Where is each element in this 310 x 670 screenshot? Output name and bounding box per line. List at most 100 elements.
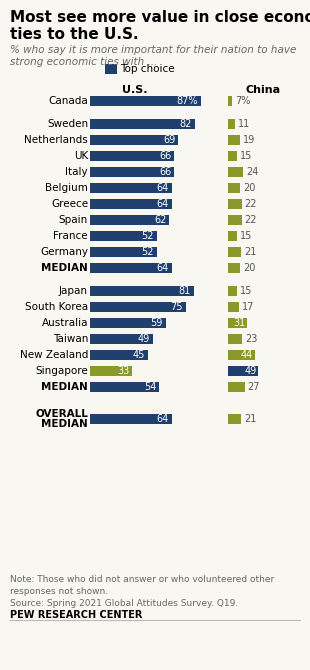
FancyBboxPatch shape	[90, 263, 172, 273]
Text: UK: UK	[74, 151, 88, 161]
FancyBboxPatch shape	[228, 151, 237, 161]
Text: MEDIAN: MEDIAN	[41, 263, 88, 273]
FancyBboxPatch shape	[90, 231, 157, 241]
Text: 20: 20	[243, 183, 256, 193]
Text: 44: 44	[241, 350, 253, 360]
Text: 75: 75	[170, 302, 183, 312]
Text: 22: 22	[245, 215, 257, 225]
Text: 87%: 87%	[177, 96, 198, 106]
FancyBboxPatch shape	[90, 286, 194, 296]
FancyBboxPatch shape	[228, 350, 255, 360]
FancyBboxPatch shape	[228, 135, 240, 145]
Text: Most see more value in close economic
ties to the U.S.: Most see more value in close economic ti…	[10, 10, 310, 42]
Text: 23: 23	[245, 334, 258, 344]
Text: 52: 52	[141, 231, 153, 241]
FancyBboxPatch shape	[90, 167, 175, 177]
Text: % who say it is more important for their nation to have
strong economic ties wit: % who say it is more important for their…	[10, 45, 296, 68]
Text: Spain: Spain	[59, 215, 88, 225]
Text: 52: 52	[141, 247, 153, 257]
Text: 82: 82	[179, 119, 192, 129]
Text: Italy: Italy	[65, 167, 88, 177]
Text: 21: 21	[244, 414, 256, 424]
Text: Belgium: Belgium	[45, 183, 88, 193]
Text: Greece: Greece	[51, 199, 88, 209]
FancyBboxPatch shape	[90, 318, 166, 328]
FancyBboxPatch shape	[105, 64, 117, 74]
Text: 19: 19	[243, 135, 255, 145]
FancyBboxPatch shape	[228, 231, 237, 241]
FancyBboxPatch shape	[90, 350, 148, 360]
FancyBboxPatch shape	[90, 215, 169, 225]
Text: Canada: Canada	[48, 96, 88, 106]
Text: 69: 69	[163, 135, 175, 145]
Text: New Zealand: New Zealand	[20, 350, 88, 360]
Text: 66: 66	[159, 167, 171, 177]
FancyBboxPatch shape	[228, 286, 237, 296]
Text: 81: 81	[179, 286, 191, 296]
Text: Taiwan: Taiwan	[53, 334, 88, 344]
Text: 64: 64	[157, 263, 169, 273]
FancyBboxPatch shape	[90, 334, 153, 344]
FancyBboxPatch shape	[90, 247, 157, 257]
FancyBboxPatch shape	[228, 334, 242, 344]
Text: 62: 62	[154, 215, 166, 225]
Text: Netherlands: Netherlands	[24, 135, 88, 145]
Text: 66: 66	[159, 151, 171, 161]
Text: 64: 64	[157, 199, 169, 209]
Text: Top choice: Top choice	[120, 64, 175, 74]
Text: Japan: Japan	[59, 286, 88, 296]
Text: 15: 15	[240, 231, 253, 241]
Text: 54: 54	[144, 382, 156, 392]
Text: 7%: 7%	[235, 96, 251, 106]
FancyBboxPatch shape	[90, 119, 195, 129]
FancyBboxPatch shape	[90, 183, 172, 193]
Text: MEDIAN: MEDIAN	[41, 382, 88, 392]
Text: Germany: Germany	[40, 247, 88, 257]
Text: 59: 59	[150, 318, 162, 328]
Text: Australia: Australia	[42, 318, 88, 328]
Text: 24: 24	[246, 167, 258, 177]
FancyBboxPatch shape	[228, 167, 243, 177]
FancyBboxPatch shape	[228, 382, 245, 392]
FancyBboxPatch shape	[228, 199, 241, 209]
FancyBboxPatch shape	[228, 263, 240, 273]
Text: Note: Those who did not answer or who volunteered other
responses not shown.
Sou: Note: Those who did not answer or who vo…	[10, 575, 274, 608]
Text: PEW RESEARCH CENTER: PEW RESEARCH CENTER	[10, 610, 142, 620]
FancyBboxPatch shape	[90, 199, 172, 209]
Text: 15: 15	[240, 151, 253, 161]
Text: OVERALL
MEDIAN: OVERALL MEDIAN	[35, 409, 88, 429]
FancyBboxPatch shape	[228, 247, 241, 257]
FancyBboxPatch shape	[90, 151, 175, 161]
FancyBboxPatch shape	[228, 318, 247, 328]
FancyBboxPatch shape	[90, 366, 132, 376]
FancyBboxPatch shape	[90, 302, 186, 312]
Text: France: France	[53, 231, 88, 241]
Text: 31: 31	[233, 318, 245, 328]
Text: U.S.: U.S.	[122, 85, 148, 95]
Text: 49: 49	[244, 366, 256, 376]
FancyBboxPatch shape	[90, 96, 202, 106]
Text: Sweden: Sweden	[47, 119, 88, 129]
FancyBboxPatch shape	[228, 215, 241, 225]
FancyBboxPatch shape	[228, 366, 258, 376]
Text: 21: 21	[244, 247, 256, 257]
FancyBboxPatch shape	[228, 96, 232, 106]
FancyBboxPatch shape	[90, 135, 178, 145]
Text: 17: 17	[241, 302, 254, 312]
Text: 64: 64	[157, 414, 169, 424]
FancyBboxPatch shape	[228, 183, 240, 193]
Text: 45: 45	[132, 350, 144, 360]
Text: 49: 49	[137, 334, 150, 344]
FancyBboxPatch shape	[90, 382, 159, 392]
FancyBboxPatch shape	[228, 119, 235, 129]
Text: 22: 22	[245, 199, 257, 209]
Text: South Korea: South Korea	[25, 302, 88, 312]
Text: 15: 15	[240, 286, 253, 296]
Text: Singapore: Singapore	[35, 366, 88, 376]
Text: 11: 11	[238, 119, 250, 129]
FancyBboxPatch shape	[228, 414, 241, 424]
FancyBboxPatch shape	[90, 414, 172, 424]
Text: China: China	[246, 85, 281, 95]
Text: 64: 64	[157, 183, 169, 193]
Text: 20: 20	[243, 263, 256, 273]
